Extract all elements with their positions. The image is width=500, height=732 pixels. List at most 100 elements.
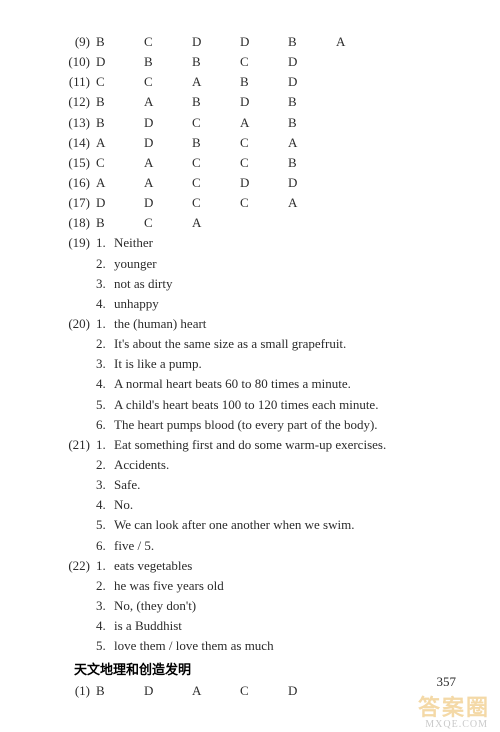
answer-letter: A bbox=[144, 173, 192, 193]
answer-letter: B bbox=[192, 52, 240, 72]
answer-letter: A bbox=[144, 153, 192, 173]
answer-letter: D bbox=[144, 133, 192, 153]
answer-letter: C bbox=[192, 153, 240, 173]
nested-answer-line: 4.is a Buddhist bbox=[96, 616, 460, 636]
answer-row: (15)CACCB bbox=[50, 153, 460, 173]
row-letters: CACCB bbox=[96, 153, 460, 173]
answer-letter: B bbox=[96, 92, 144, 112]
nested-number: 3. bbox=[96, 354, 114, 374]
nested-answer-line: 4.unhappy bbox=[96, 294, 460, 314]
nested-groups: (19)1.Neither2.younger3.not as dirty4.un… bbox=[50, 233, 460, 656]
answer-letter: D bbox=[96, 52, 144, 72]
nested-number: 3. bbox=[96, 596, 114, 616]
row-label: (13) bbox=[50, 113, 96, 133]
nested-number: 5. bbox=[96, 636, 114, 656]
nested-answer-line: (22)1.eats vegetables bbox=[50, 556, 460, 576]
nested-answer-line: 2.Accidents. bbox=[96, 455, 460, 475]
answer-row: (18)BCA bbox=[50, 213, 460, 233]
nested-first-line: 1.the (human) heart bbox=[96, 314, 206, 334]
answer-letter: B bbox=[144, 52, 192, 72]
nested-answer-line: 5.A child's heart beats 100 to 120 times… bbox=[96, 395, 460, 415]
nested-text: love them / love them as much bbox=[114, 636, 274, 656]
row-label: (10) bbox=[50, 52, 96, 72]
answer-row: (14)ADBCA bbox=[50, 133, 460, 153]
row-letters: AACDD bbox=[96, 173, 460, 193]
section-heading: 天文地理和创造发明 bbox=[74, 660, 460, 680]
row-letters: BCDDBA bbox=[96, 32, 460, 52]
nested-text: Accidents. bbox=[114, 455, 169, 475]
answer-letter: D bbox=[192, 32, 240, 52]
answer-letter: C bbox=[144, 213, 192, 233]
answer-letter: D bbox=[240, 92, 288, 112]
nested-number: 1. bbox=[96, 314, 114, 334]
row-label: (17) bbox=[50, 193, 96, 213]
answer-letter: A bbox=[288, 193, 336, 213]
row-label: (11) bbox=[50, 72, 96, 92]
nested-text: It's about the same size as a small grap… bbox=[114, 334, 346, 354]
answer-rows: (9)BCDDBA(10)DBBCD(11)CCABD(12)BABDB(13)… bbox=[50, 32, 460, 233]
nested-text: We can look after one another when we sw… bbox=[114, 515, 354, 535]
nested-text: he was five years old bbox=[114, 576, 224, 596]
answer-letter: C bbox=[240, 681, 288, 701]
answer-row: (9)BCDDBA bbox=[50, 32, 460, 52]
answer-letter: B bbox=[96, 681, 144, 701]
row-label: (16) bbox=[50, 173, 96, 193]
answer-letter: C bbox=[144, 72, 192, 92]
answer-letter: C bbox=[240, 133, 288, 153]
nested-text: five / 5. bbox=[114, 536, 154, 556]
nested-text: unhappy bbox=[114, 294, 159, 314]
answer-row: (13)BDCAB bbox=[50, 113, 460, 133]
nested-number: 4. bbox=[96, 374, 114, 394]
answer-letter: B bbox=[96, 213, 144, 233]
answer-row: (17)DDCCA bbox=[50, 193, 460, 213]
nested-text: not as dirty bbox=[114, 274, 173, 294]
nested-number: 6. bbox=[96, 415, 114, 435]
nested-number: 5. bbox=[96, 395, 114, 415]
nested-number: 2. bbox=[96, 576, 114, 596]
nested-text: the (human) heart bbox=[114, 314, 206, 334]
answer-letter: A bbox=[144, 92, 192, 112]
answer-letter: B bbox=[240, 72, 288, 92]
nested-text: A normal heart beats 60 to 80 times a mi… bbox=[114, 374, 351, 394]
row-label: (21) bbox=[50, 435, 96, 455]
nested-number: 6. bbox=[96, 536, 114, 556]
answer-letter: D bbox=[288, 173, 336, 193]
row-letters: BDCAB bbox=[96, 113, 460, 133]
nested-text: Neither bbox=[114, 233, 153, 253]
row-letters: BCA bbox=[96, 213, 460, 233]
nested-answer-line: 5.We can look after one another when we … bbox=[96, 515, 460, 535]
row-label: (15) bbox=[50, 153, 96, 173]
answer-letter: A bbox=[192, 681, 240, 701]
nested-text: younger bbox=[114, 254, 157, 274]
row-label: (22) bbox=[50, 556, 96, 576]
answer-row: (10)DBBCD bbox=[50, 52, 460, 72]
nested-answer-line: 3.It is like a pump. bbox=[96, 354, 460, 374]
nested-first-line: 1.eats vegetables bbox=[96, 556, 192, 576]
nested-answer-line: 3.No, (they don't) bbox=[96, 596, 460, 616]
nested-answer-line: (20)1.the (human) heart bbox=[50, 314, 460, 334]
nested-number: 3. bbox=[96, 475, 114, 495]
nested-first-line: 1.Eat something first and do some warm-u… bbox=[96, 435, 386, 455]
nested-answer-line: 3.not as dirty bbox=[96, 274, 460, 294]
answer-letter: A bbox=[192, 213, 240, 233]
row-label: (19) bbox=[50, 233, 96, 253]
row-letters: ADBCA bbox=[96, 133, 460, 153]
nested-text: No. bbox=[114, 495, 133, 515]
answer-letter: D bbox=[144, 113, 192, 133]
nested-answer-line: 3.Safe. bbox=[96, 475, 460, 495]
answer-letter: B bbox=[288, 113, 336, 133]
answer-letter: C bbox=[96, 153, 144, 173]
answer-letter: D bbox=[288, 52, 336, 72]
watermark-text: 答案圈 bbox=[418, 690, 490, 722]
nested-text: The heart pumps blood (to every part of … bbox=[114, 415, 378, 435]
nested-answer-line: 5.love them / love them as much bbox=[96, 636, 460, 656]
answer-letter: A bbox=[192, 72, 240, 92]
row-label: (9) bbox=[50, 32, 96, 52]
nested-text: is a Buddhist bbox=[114, 616, 182, 636]
answer-letter: C bbox=[240, 153, 288, 173]
nested-text: It is like a pump. bbox=[114, 354, 202, 374]
nested-number: 2. bbox=[96, 334, 114, 354]
answer-letter: B bbox=[288, 153, 336, 173]
row-letters: DBBCD bbox=[96, 52, 460, 72]
answer-letter: A bbox=[96, 173, 144, 193]
